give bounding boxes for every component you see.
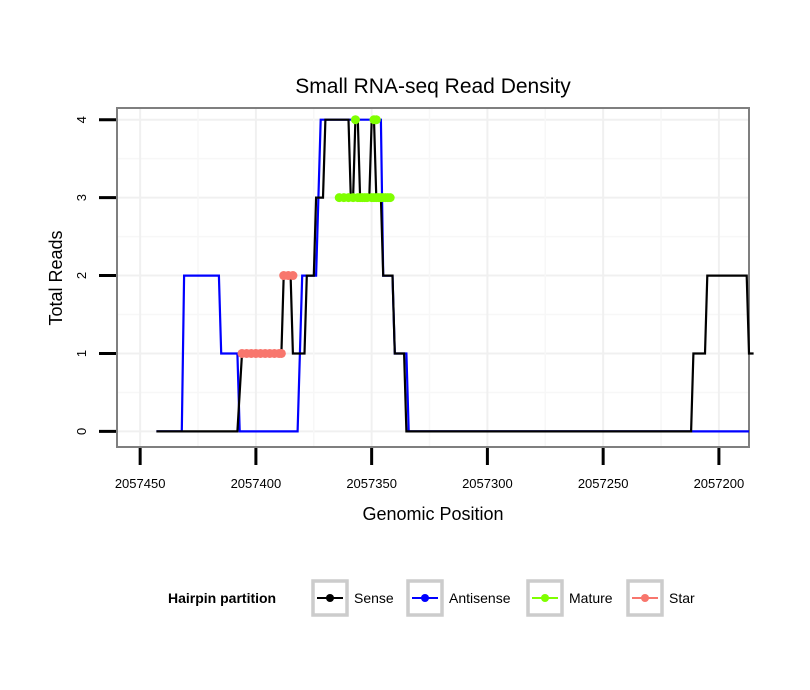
x-tick-label: 2057250 bbox=[578, 476, 629, 491]
mature-point bbox=[385, 193, 395, 203]
x-axis-label: Genomic Position bbox=[362, 504, 503, 524]
y-tick-label: 0 bbox=[74, 428, 89, 435]
y-tick-label: 3 bbox=[74, 194, 89, 201]
x-tick-label: 2057400 bbox=[231, 476, 282, 491]
star-point bbox=[288, 271, 298, 281]
grid bbox=[117, 108, 749, 447]
legend-label-mature: Mature bbox=[569, 590, 613, 606]
x-tick-label: 2057300 bbox=[462, 476, 513, 491]
legend-label-sense: Sense bbox=[354, 590, 394, 606]
legend: Hairpin partition Sense Antisense Mature St… bbox=[168, 579, 695, 617]
y-axis: 0 1 2 3 4 bbox=[74, 116, 116, 435]
y-tick-label: 4 bbox=[74, 116, 89, 123]
legend-label-star: Star bbox=[669, 590, 695, 606]
mature-point bbox=[371, 115, 381, 125]
legend-key-point-sense bbox=[326, 594, 334, 602]
x-tick-label: 2057350 bbox=[346, 476, 397, 491]
x-axis: 2057450 2057400 2057350 2057300 2057250 20572… bbox=[115, 448, 744, 491]
y-axis-label: Total Reads bbox=[46, 230, 66, 325]
legend-key-point-antisense bbox=[421, 594, 429, 602]
legend-key-point-star bbox=[641, 594, 649, 602]
mature-point bbox=[350, 115, 360, 125]
series-layer bbox=[156, 115, 754, 433]
mature-point bbox=[371, 193, 381, 203]
legend-label-antisense: Antisense bbox=[449, 590, 511, 606]
y-tick-label: 2 bbox=[74, 272, 89, 279]
y-tick-label: 1 bbox=[74, 350, 89, 357]
chart-title: Small RNA-seq Read Density bbox=[295, 75, 571, 98]
star-point bbox=[276, 348, 286, 358]
legend-title: Hairpin partition bbox=[168, 590, 276, 606]
plot-panel-border bbox=[116, 107, 750, 448]
legend-key-point-mature bbox=[541, 594, 549, 602]
x-tick-label: 2057200 bbox=[694, 476, 745, 491]
x-tick-label: 2057450 bbox=[115, 476, 166, 491]
